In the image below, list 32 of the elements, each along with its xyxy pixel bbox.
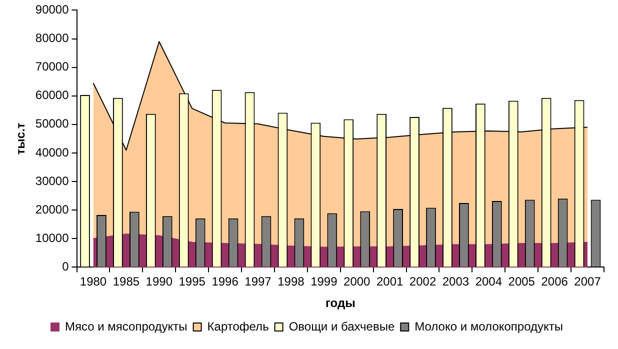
y-tick-label: 50000 xyxy=(35,116,70,131)
x-tick-label: 2001 xyxy=(376,274,404,289)
x-tick-label: 1980 xyxy=(80,274,107,289)
x-tick-label: 1996 xyxy=(212,274,239,289)
y-tick-label: 70000 xyxy=(35,60,70,74)
legend-label: Мясо и мясопродукты xyxy=(64,319,188,334)
legend-label: Картофель xyxy=(207,319,269,334)
x-tick-label: 2002 xyxy=(409,274,436,289)
y-tick-label: 90000 xyxy=(35,2,70,17)
legend-label: Молоко и молокопродукты xyxy=(414,319,564,334)
x-tick-label: 1985 xyxy=(112,274,140,289)
x-axis-title: годы xyxy=(325,296,356,310)
y-tick-label: 80000 xyxy=(35,31,70,46)
y-tick-label: 10000 xyxy=(35,230,70,245)
x-tick-label: 1999 xyxy=(310,274,338,289)
x-tick-label: 2003 xyxy=(442,274,470,289)
x-tick-label: 2000 xyxy=(344,274,371,289)
x-tick-label: 2004 xyxy=(475,274,502,289)
x-tick-label: 1995 xyxy=(178,274,206,289)
x-tick-label: 1997 xyxy=(244,274,272,289)
x-tick-label: 2006 xyxy=(541,274,568,289)
x-tick-label: 1998 xyxy=(278,274,305,289)
x-tick-label: 1990 xyxy=(146,274,173,289)
y-tick-label: 0 xyxy=(62,260,70,274)
x-tick-label: 2005 xyxy=(508,274,536,289)
x-tick-label: 2007 xyxy=(574,274,602,289)
y-tick-label: 30000 xyxy=(35,174,70,188)
y-tick-label: 60000 xyxy=(35,88,70,102)
y-tick-label: 20000 xyxy=(35,202,70,216)
y-tick-label: 40000 xyxy=(35,145,70,160)
y-axis-title: тыс.т xyxy=(14,122,28,155)
legend-label: Овощи и бахчевые xyxy=(288,319,395,334)
